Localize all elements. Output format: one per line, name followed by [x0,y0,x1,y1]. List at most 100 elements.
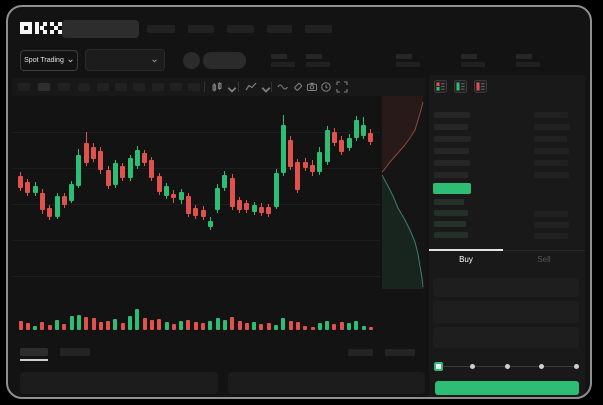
volume-bar [40,322,45,330]
slider-dot[interactable] [470,364,475,369]
candle [251,205,257,212]
candle [280,125,286,173]
timeframe-button[interactable] [78,83,90,91]
amount-slider[interactable] [434,362,579,371]
volume-bar [186,320,191,330]
camera-icon[interactable] [306,81,318,93]
gridline [12,276,380,277]
volume-bar [208,321,213,330]
action-pill-button[interactable] [203,52,246,69]
candle [47,208,53,217]
buy-button[interactable] [435,381,579,395]
timeframe-button[interactable] [188,83,200,91]
volume-bar [201,323,205,330]
slider-dot[interactable] [539,364,544,369]
slider-dot[interactable] [504,364,510,369]
chevron-down-icon[interactable] [260,84,272,96]
slider-dot[interactable] [573,364,579,369]
timeframe-button[interactable] [133,83,145,91]
candle [54,196,60,217]
bottom-tab[interactable] [20,348,48,356]
volume-bar [237,321,242,330]
order-input[interactable] [433,327,579,348]
timeframe-button[interactable] [18,83,30,91]
clock-icon[interactable] [320,81,332,93]
candle [142,153,148,163]
nav-item-placeholder[interactable] [305,25,332,33]
timeframe-button[interactable] [152,83,164,91]
eraser-icon[interactable] [292,81,304,93]
bottom-action-placeholder[interactable] [385,349,415,356]
volume-bar [157,319,162,330]
book-both-view-icon[interactable] [434,80,447,93]
buy-tab-indicator [429,249,503,251]
candle [83,143,89,163]
volume-bar [91,318,96,330]
candle [193,208,199,216]
chevron-down-icon [152,59,157,63]
pair-dropdown[interactable] [85,49,165,71]
candle [25,182,31,193]
volume-pane[interactable] [12,299,382,330]
candle [215,188,221,210]
timeframe-button[interactable] [97,83,109,91]
expand-icon[interactable] [336,81,348,93]
volume-bar [310,327,315,330]
depth-chart[interactable] [381,96,426,289]
volume-bar [325,321,330,330]
slider-handle[interactable] [434,362,443,371]
buy-tab[interactable]: Buy [459,255,473,264]
candle [112,163,118,185]
bottom-panel [20,372,218,394]
volume-bar [252,322,257,330]
timeframe-button[interactable] [58,83,70,91]
volume-bar [164,322,169,330]
candle [353,120,359,138]
okx-logo[interactable] [20,19,62,37]
volume-bar [230,317,235,330]
search-input[interactable] [62,20,139,38]
nav-item-placeholder[interactable] [267,25,292,33]
chart-area[interactable] [12,96,382,292]
book-bids-view-icon[interactable] [454,80,467,93]
wave-icon[interactable] [277,81,289,93]
bottom-tab[interactable] [60,348,90,356]
nav-item-placeholder[interactable] [147,25,175,33]
candle [134,150,140,166]
candle [127,158,133,178]
sell-tab[interactable]: Sell [537,255,551,264]
candle [331,132,337,143]
volume-bar [98,322,103,330]
candle [39,193,45,210]
toolbar-divider [271,82,272,92]
timeframe-button[interactable] [38,83,50,91]
candle [178,192,184,200]
candle [258,207,264,213]
chevron-down-icon[interactable] [226,84,238,96]
nav-item-placeholder[interactable] [188,25,214,33]
bottom-action-placeholder[interactable] [348,349,373,356]
candle [156,176,162,192]
order-input[interactable] [433,301,579,323]
orderbook-view-toggles [434,80,487,93]
chart-toolbar [12,78,426,96]
candle [171,194,177,198]
candle [346,138,352,148]
candle [339,140,345,152]
volume-bar [317,323,322,330]
avatar[interactable] [183,52,200,69]
last-price-bar[interactable] [433,183,471,194]
candle [295,162,301,190]
volume-bar [149,320,154,330]
volume-bar [84,317,89,330]
indicator-icon[interactable] [245,81,257,93]
timeframe-button[interactable] [170,83,182,91]
candle [229,178,235,207]
volume-bar [288,321,293,330]
order-input[interactable] [433,278,579,297]
candle-type-icon[interactable] [211,81,223,93]
market-selector-button[interactable]: Spot Trading [20,50,78,71]
timeframe-button[interactable] [115,83,127,91]
nav-item-placeholder[interactable] [227,25,254,33]
book-asks-view-icon[interactable] [474,80,487,93]
